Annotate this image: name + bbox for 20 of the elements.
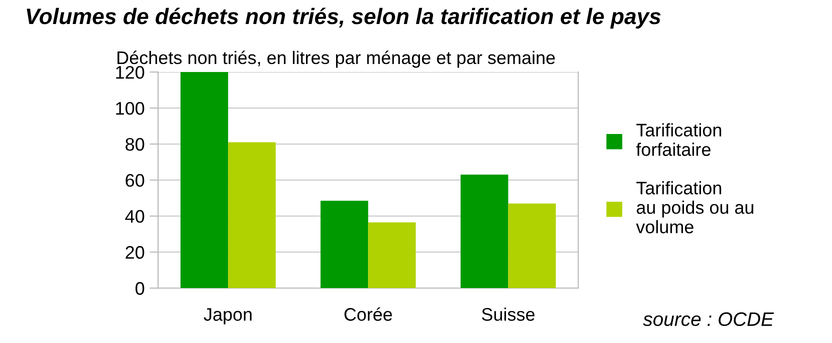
- bar: [508, 203, 556, 288]
- bar: [368, 222, 416, 288]
- x-tick-label: Japon: [204, 308, 252, 324]
- y-tick-label: 20: [126, 246, 144, 259]
- bar: [460, 174, 508, 288]
- y-tick-label: 80: [126, 138, 144, 151]
- bar: [320, 200, 368, 288]
- bar: [180, 72, 228, 288]
- legend-label: Tarification forfaitaire: [636, 123, 722, 156]
- x-tick-label: Suisse: [482, 308, 535, 321]
- y-tick-label: 60: [126, 174, 144, 187]
- y-tick-label: 100: [116, 102, 144, 115]
- source-note: source : OCDE: [643, 312, 774, 326]
- bar: [228, 142, 276, 288]
- y-tick-label: 120: [116, 66, 144, 79]
- legend-label: Tarification au poids ou au volume: [636, 181, 754, 234]
- chart-title: Volumes de déchets non triés, selon la tarification et le pays: [26, 8, 661, 29]
- y-tick-label: 0: [136, 282, 144, 295]
- y-tick-label: 40: [125, 210, 144, 223]
- x-tick-label: Corée: [344, 307, 392, 321]
